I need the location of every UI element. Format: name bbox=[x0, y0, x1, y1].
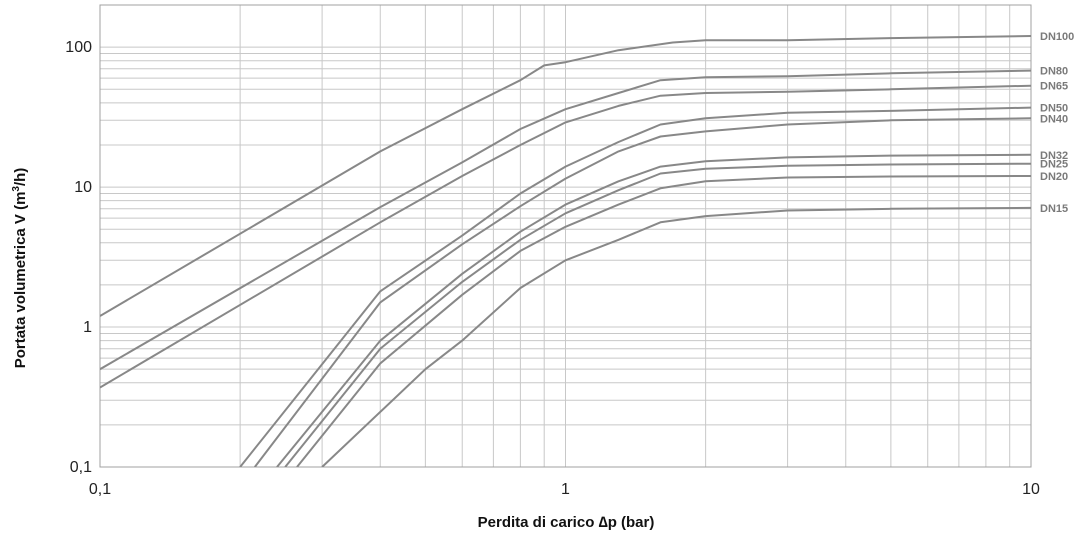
x-tick-label: 0,1 bbox=[89, 481, 111, 498]
y-tick-labels: 0,1 1 10 100 bbox=[65, 39, 92, 476]
series-label-dn40: DN40 bbox=[1040, 113, 1068, 125]
series-label-dn25: DN25 bbox=[1040, 159, 1068, 171]
x-tick-labels: 0,1 1 10 bbox=[89, 481, 1040, 498]
y-axis-title-superscript: 3 bbox=[11, 186, 22, 192]
y-axis-title-tail: /h) bbox=[12, 168, 29, 186]
y-tick-label: 0,1 bbox=[70, 459, 92, 476]
grid bbox=[99, 4, 1031, 468]
series-line-dn100 bbox=[100, 35, 1031, 317]
series-line-dn32 bbox=[276, 153, 1031, 467]
y-axis-title-main: Portata volumetrica V (m bbox=[12, 192, 29, 369]
series-line-dn15 bbox=[321, 206, 1031, 467]
series-line-dn40 bbox=[254, 117, 1031, 467]
series-label-dn80: DN80 bbox=[1040, 66, 1068, 78]
series-label-dn100: DN100 bbox=[1040, 31, 1074, 43]
x-axis-title: Perdita di carico ∆p (bar) bbox=[478, 514, 655, 531]
series-line-dn20 bbox=[296, 175, 1031, 467]
y-axis-title: Portata volumetrica V (m3/h) bbox=[11, 168, 29, 369]
series-line-dn25 bbox=[284, 162, 1031, 467]
series-label-dn20: DN20 bbox=[1040, 171, 1068, 183]
plot-frame bbox=[99, 4, 1032, 468]
series-label-dn15: DN15 bbox=[1040, 203, 1068, 215]
series-label-dn32: DN32 bbox=[1040, 150, 1068, 162]
series-label-dn50: DN50 bbox=[1040, 103, 1068, 115]
series-line-dn80 bbox=[100, 69, 1031, 371]
y-tick-label: 1 bbox=[83, 319, 92, 336]
series-label-dn65: DN65 bbox=[1040, 81, 1068, 93]
x-tick-label: 10 bbox=[1022, 481, 1040, 498]
x-tick-label: 1 bbox=[561, 481, 570, 498]
y-tick-label: 10 bbox=[74, 179, 92, 196]
series-lines bbox=[100, 35, 1031, 467]
series-line-dn50 bbox=[239, 106, 1031, 467]
series-line-dn65 bbox=[100, 84, 1031, 389]
y-tick-label: 100 bbox=[65, 39, 92, 56]
